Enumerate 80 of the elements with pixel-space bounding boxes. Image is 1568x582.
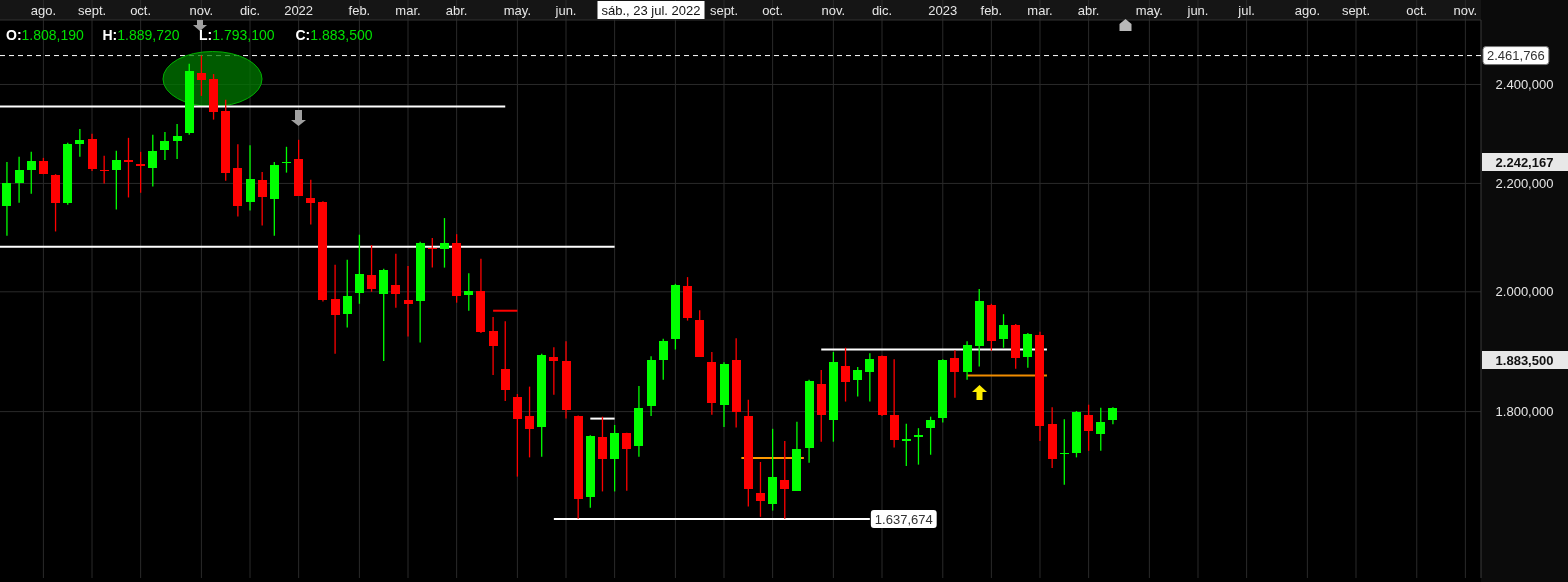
annotation: 1.637,674: [874, 511, 933, 527]
x-tick-label: sept.: [1341, 3, 1371, 18]
y-tick-label: 2.000,000: [1495, 284, 1554, 300]
candlestick: [306, 179, 316, 226]
candlestick: [488, 316, 498, 376]
text: 2.242,167: [1495, 154, 1554, 170]
annotation: L:1.793,100: [199, 27, 275, 43]
annotation: H:1.889,720: [102, 27, 180, 43]
candlestick: [841, 347, 851, 403]
candlestick: [913, 427, 923, 466]
candlestick: [439, 217, 449, 269]
x-tick-label: ago.: [1294, 3, 1321, 18]
x-tick-label: dic.: [871, 3, 893, 18]
candlestick: [597, 416, 607, 493]
x-tick-label: 2023: [928, 3, 958, 18]
x-tick-label: mar.: [395, 3, 421, 18]
x-tick-label: ago.: [30, 3, 57, 18]
candlestick: [999, 313, 1009, 349]
annotation: O:1.808,190: [6, 27, 85, 43]
candlestick: [512, 393, 522, 478]
candlestick: [354, 234, 364, 305]
x-tick-label: feb.: [348, 3, 371, 18]
x-tick-label: dic.: [239, 3, 261, 18]
candlestick: [1023, 332, 1033, 369]
x-tick-label: nov.: [189, 3, 214, 18]
candlestick: [901, 423, 911, 467]
candlestick: [391, 253, 401, 309]
x-tick-label: may.: [1135, 3, 1163, 18]
candlestick: [549, 346, 559, 396]
text: sáb., 23 jul. 2022: [601, 3, 701, 18]
candlestick: [367, 244, 377, 293]
candlestick: [464, 272, 474, 312]
x-tick-label: abr.: [445, 3, 468, 18]
x-tick-label: jun.: [1186, 3, 1209, 18]
text: 1.883,500: [1495, 352, 1554, 368]
x-tick-label: nov.: [821, 3, 846, 18]
candlestick: [403, 265, 413, 338]
candlestick: [26, 151, 36, 195]
x-tick-label: mar.: [1027, 3, 1053, 18]
x-tick-label: abr.: [1077, 3, 1100, 18]
candlestick: [1084, 404, 1094, 452]
candlestick: [622, 432, 632, 492]
candlestick: [2, 161, 12, 237]
candlestick: [172, 123, 182, 160]
candlestick: [780, 440, 790, 520]
y-tick-label: 2.200,000: [1495, 175, 1554, 191]
x-tick-label: jul.: [1237, 3, 1255, 18]
x-tick-label: oct.: [762, 3, 784, 18]
candlestick: [330, 264, 340, 355]
x-tick-label: nov.: [1453, 3, 1478, 18]
candlestick: [160, 131, 170, 161]
candlestick: [245, 144, 255, 212]
annotation: C:1.883,500: [295, 27, 373, 43]
candlestick: [755, 461, 765, 518]
candlestick: [926, 416, 936, 456]
candlestick: [500, 320, 510, 402]
x-tick-label: jun.: [554, 3, 577, 18]
y-tick-label: 2.400,000: [1495, 77, 1554, 93]
candlestick: [950, 349, 960, 399]
y-tick-label: 1.800,000: [1495, 404, 1554, 420]
candlestick: [14, 156, 24, 204]
x-tick-label: oct.: [1406, 3, 1428, 18]
candlestick: [148, 134, 158, 188]
candlestick: [111, 150, 121, 211]
candlestick: [865, 352, 875, 403]
x-tick-label: oct.: [130, 3, 152, 18]
candlestick: [853, 366, 863, 398]
ref-line-label: 2.461,766: [1487, 48, 1545, 64]
candlestick: [257, 171, 267, 227]
x-tick-label: sept.: [709, 3, 739, 18]
candlestick: [525, 385, 535, 459]
x-tick-label: sept.: [77, 3, 107, 18]
candlestick: [75, 128, 85, 158]
x-tick-label: 2022: [284, 3, 314, 18]
candlestick: [196, 54, 206, 97]
candlestick: [1096, 407, 1106, 452]
x-tick-label: may.: [503, 3, 531, 18]
candlestick: [658, 338, 668, 381]
candlestick: [342, 259, 352, 329]
x-tick-label: feb.: [980, 3, 1003, 18]
